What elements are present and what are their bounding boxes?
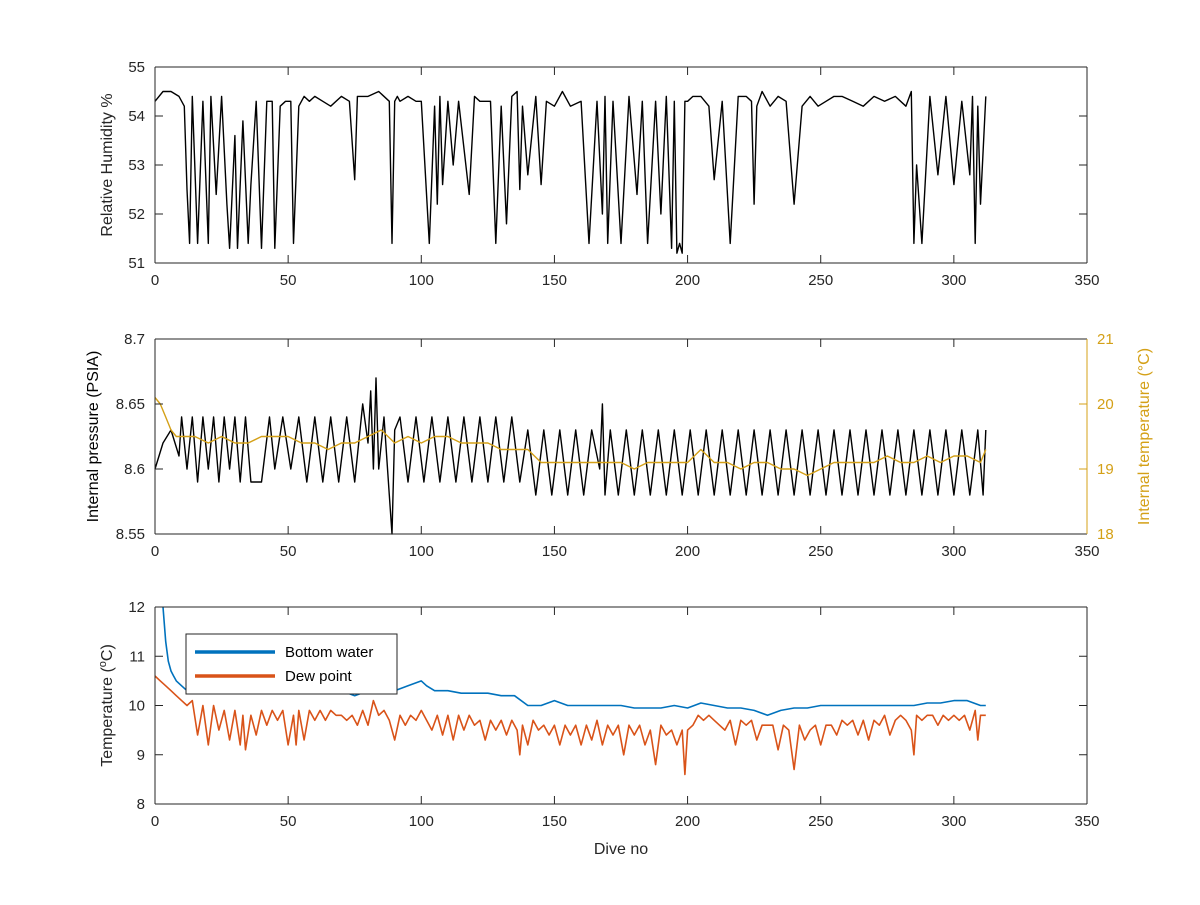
x-axis-label: Dive no xyxy=(594,841,648,858)
x-tick-label: 0 xyxy=(151,543,159,560)
y-tick-label: 53 xyxy=(128,157,145,174)
y-tick-label: 55 xyxy=(128,59,145,76)
y-tick-label: 8 xyxy=(137,796,145,813)
x-tick-label: 50 xyxy=(280,272,297,289)
x-tick-label: 200 xyxy=(675,272,700,289)
x-tick-label: 350 xyxy=(1074,813,1099,830)
x-tick-label: 150 xyxy=(542,543,567,560)
x-tick-label: 50 xyxy=(280,543,297,560)
subplot-temperature: 0 50 100 150 200 250 300 350 8 9 10 11 12 Temperature… xyxy=(97,599,1100,858)
x-tick-label: 100 xyxy=(409,543,434,560)
series-line-1-1 xyxy=(154,397,987,477)
y-axis-label: Temperature (oC) xyxy=(97,644,116,767)
legend: Bottom water Dew point xyxy=(185,633,398,695)
y-tick-label: 54 xyxy=(128,108,145,125)
y-axis-label: Internal pressure (PSIA) xyxy=(85,351,102,523)
y-tick-label: 8.65 xyxy=(116,396,145,413)
series-line-1-0 xyxy=(154,377,987,535)
x-tick-label: 50 xyxy=(280,813,297,830)
x-tick-label: 250 xyxy=(808,272,833,289)
y-tick-label: 51 xyxy=(128,255,145,272)
y-axis-label-right: Internal temperature (°C) xyxy=(1136,348,1153,525)
x-tick-label: 250 xyxy=(808,813,833,830)
series-line-2-1 xyxy=(154,675,986,776)
y-tick-label: 9 xyxy=(137,747,145,764)
x-tick-label: 200 xyxy=(675,543,700,560)
series-line-0-0 xyxy=(154,90,987,254)
subplot-humidity: 0 50 100 150 200 250 300 350 51 52 53 54 55 Relative … xyxy=(99,59,1100,289)
legend-label: Dew point xyxy=(285,668,353,685)
y-tick-label: 12 xyxy=(128,599,145,616)
y-tick-label: 11 xyxy=(129,648,145,665)
x-tick-label: 300 xyxy=(941,272,966,289)
y-right-tick-label: 21 xyxy=(1097,331,1114,348)
y-right-tick-label: 20 xyxy=(1097,396,1114,413)
x-tick-label: 250 xyxy=(808,543,833,560)
x-tick-label: 0 xyxy=(151,272,159,289)
x-tick-label: 200 xyxy=(675,813,700,830)
legend-box xyxy=(185,633,398,695)
y-tick-label: 8.7 xyxy=(124,331,145,348)
y-right-tick-label: 19 xyxy=(1097,461,1114,478)
x-tick-label: 300 xyxy=(941,543,966,560)
legend-label: Bottom water xyxy=(285,644,373,661)
x-tick-label: 0 xyxy=(151,813,159,830)
y-right-tick-label: 18 xyxy=(1097,526,1114,543)
subplot-pressure-temperature: 0 50 100 150 200 250 300 350 8.55 8.6 8.65 8.7 18 19 2… xyxy=(85,331,1153,560)
y-axis-label: Relative Humidity % xyxy=(99,93,116,236)
x-tick-label: 350 xyxy=(1074,272,1099,289)
y-tick-label: 10 xyxy=(128,698,145,715)
plot-area xyxy=(155,339,1087,534)
x-tick-label: 100 xyxy=(409,813,434,830)
x-tick-label: 300 xyxy=(941,813,966,830)
y-tick-label: 52 xyxy=(128,206,145,223)
x-tick-label: 150 xyxy=(542,813,567,830)
x-tick-label: 350 xyxy=(1074,543,1099,560)
x-tick-label: 150 xyxy=(542,272,567,289)
y-tick-label: 8.6 xyxy=(124,461,145,478)
x-tick-label: 100 xyxy=(409,272,434,289)
y-tick-label: 8.55 xyxy=(116,526,145,543)
